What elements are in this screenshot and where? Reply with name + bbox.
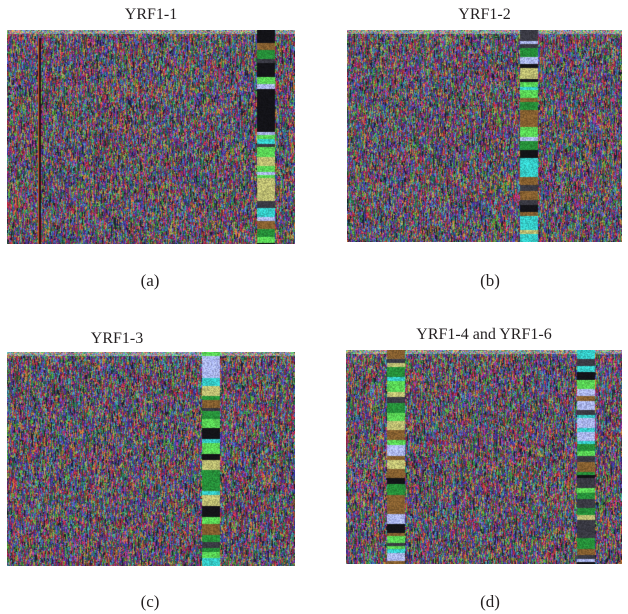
panel-a-title: YRF1-1 bbox=[124, 6, 178, 23]
panel-c-image bbox=[7, 352, 295, 566]
panel-a-image bbox=[7, 30, 295, 244]
panel-c-title: YRF1-3 bbox=[90, 330, 144, 347]
panel-d: YRF1-4 and YRF1-6 bbox=[346, 322, 622, 567]
panel-d-title: YRF1-4 and YRF1-6 bbox=[416, 326, 552, 343]
panel-b: YRF1-2 bbox=[347, 0, 622, 300]
panel-c: YRF1-3 bbox=[7, 326, 295, 566]
panel-a-caption: (a) bbox=[140, 271, 160, 290]
panel-c-caption: (c) bbox=[140, 592, 160, 611]
panel-b-title: YRF1-2 bbox=[458, 6, 511, 23]
panel-d-image bbox=[346, 350, 622, 564]
panel-d-caption: (d) bbox=[480, 592, 500, 611]
panel-a: YRF1-1 bbox=[7, 0, 295, 300]
panel-b-image bbox=[347, 30, 622, 242]
panel-b-caption: (b) bbox=[480, 271, 500, 290]
